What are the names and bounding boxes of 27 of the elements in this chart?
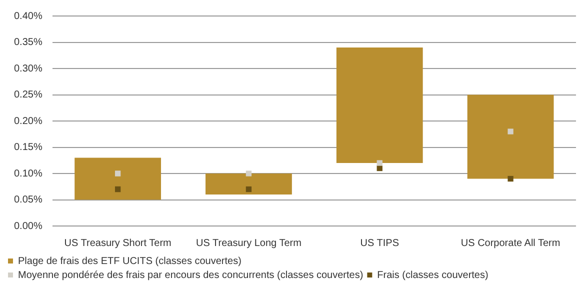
legend-label: Moyenne pondérée des frais par encours des concurrents (classes couvertes) xyxy=(18,270,364,281)
point xyxy=(114,170,121,176)
bar xyxy=(206,174,292,194)
point xyxy=(376,160,382,166)
y-tick-label: 0.15% xyxy=(14,142,42,153)
y-tick-label: 0.20% xyxy=(14,116,42,127)
point xyxy=(114,186,121,192)
x-tick-label: US Corporate All Term xyxy=(460,238,560,249)
bar xyxy=(74,158,162,200)
y-tick-label: 0.30% xyxy=(14,63,42,74)
x-tick-label: US Treasury Short Term xyxy=(64,238,172,249)
point xyxy=(246,170,252,176)
y-tick-label: 0.05% xyxy=(14,194,42,206)
legend-label: Plage de frais des ETF UCITS (classes couvertes) xyxy=(18,256,242,267)
y-tick-label: 0.25% xyxy=(14,90,42,100)
y-tick-label: 0.10% xyxy=(14,168,42,180)
y-tick-label: 0.00% xyxy=(14,220,42,232)
bar xyxy=(336,48,423,163)
legend-label: Frais (classes couvertes) xyxy=(377,270,488,281)
bar xyxy=(467,94,554,179)
x-tick-label: US TIPS xyxy=(360,238,400,249)
point xyxy=(508,176,514,182)
y-tick-label: 0.40% xyxy=(14,10,42,22)
point xyxy=(508,128,514,134)
point xyxy=(246,186,252,192)
y-tick-label: 0.35% xyxy=(14,37,42,48)
x-tick-label: US Treasury Long Term xyxy=(196,238,302,249)
